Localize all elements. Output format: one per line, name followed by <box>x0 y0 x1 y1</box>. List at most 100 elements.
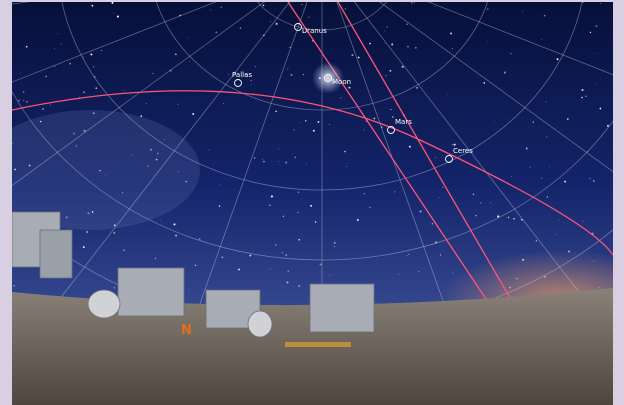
star <box>585 96 586 97</box>
star <box>589 178 590 179</box>
star <box>317 121 319 123</box>
star <box>26 46 28 48</box>
star <box>50 105 51 106</box>
star <box>357 219 359 221</box>
star <box>114 287 115 288</box>
star <box>93 112 95 114</box>
star <box>298 239 300 241</box>
star <box>392 116 394 118</box>
star <box>29 165 31 167</box>
star <box>192 113 194 115</box>
star <box>269 204 271 206</box>
star <box>558 220 559 221</box>
star <box>124 90 125 91</box>
star <box>84 130 86 132</box>
star <box>407 46 409 48</box>
star <box>303 74 304 75</box>
star <box>544 276 545 277</box>
star <box>140 115 142 117</box>
star <box>287 68 288 69</box>
star <box>69 63 71 65</box>
star <box>219 205 220 206</box>
star <box>346 166 347 167</box>
star <box>83 246 85 248</box>
star <box>504 72 506 74</box>
star <box>189 61 190 62</box>
star <box>329 275 330 276</box>
star <box>320 263 322 265</box>
star <box>541 178 542 179</box>
star <box>407 255 408 256</box>
star <box>105 175 106 176</box>
star <box>152 73 153 74</box>
star <box>526 148 528 150</box>
star <box>76 145 77 146</box>
star <box>83 57 84 58</box>
star <box>189 291 190 292</box>
star <box>416 87 418 89</box>
star <box>385 75 386 76</box>
star <box>487 8 488 9</box>
star <box>297 212 298 213</box>
star <box>223 103 224 104</box>
star <box>432 223 433 224</box>
star <box>250 80 252 82</box>
star <box>564 181 566 183</box>
star <box>287 281 289 283</box>
star <box>510 53 511 54</box>
star <box>475 215 477 217</box>
star <box>299 122 300 123</box>
star <box>26 101 28 103</box>
star <box>415 47 416 48</box>
star <box>146 103 147 104</box>
star <box>285 254 287 256</box>
star <box>275 111 276 112</box>
star <box>483 82 485 84</box>
star <box>386 26 387 27</box>
star <box>508 217 509 218</box>
star <box>228 74 229 75</box>
star <box>308 17 309 18</box>
star <box>364 130 365 131</box>
star <box>557 58 559 60</box>
star <box>160 220 161 221</box>
star <box>599 287 600 288</box>
star <box>590 32 591 33</box>
star <box>567 118 569 120</box>
star <box>315 221 317 223</box>
star <box>199 238 200 239</box>
star <box>439 197 440 198</box>
star <box>177 104 178 105</box>
star <box>549 166 550 167</box>
star <box>453 272 454 273</box>
star <box>113 232 115 234</box>
object-label: Moon <box>332 78 351 86</box>
star <box>79 97 80 98</box>
star <box>345 8 346 9</box>
star <box>57 33 58 34</box>
star <box>409 146 411 148</box>
star <box>101 50 102 51</box>
star <box>283 216 284 217</box>
star <box>175 235 177 237</box>
object-label: Ceres <box>453 147 473 155</box>
star <box>582 89 584 91</box>
star <box>209 150 210 151</box>
star <box>583 221 584 222</box>
star <box>348 87 350 89</box>
star <box>310 205 312 207</box>
star <box>278 161 279 162</box>
star <box>83 91 84 92</box>
star <box>435 157 436 158</box>
star <box>155 258 156 259</box>
star <box>487 41 488 42</box>
star <box>596 84 597 85</box>
star <box>541 39 542 40</box>
star <box>156 159 158 161</box>
star <box>92 211 94 213</box>
star <box>23 91 25 93</box>
star <box>490 202 491 203</box>
star <box>582 2 583 3</box>
rail <box>285 342 351 347</box>
star <box>568 251 570 253</box>
